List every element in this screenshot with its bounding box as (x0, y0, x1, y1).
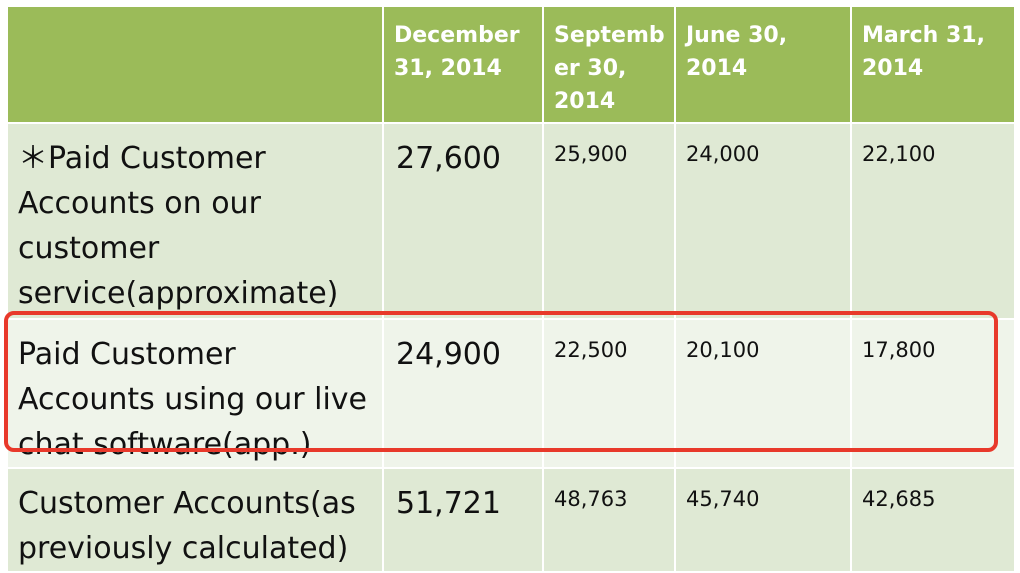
table-row: Customer Accounts(as previously calculat… (6, 467, 1016, 573)
value-sep-2014: 48,763 (542, 467, 676, 573)
row-label-live-chat: Paid Customer Accounts using our live ch… (6, 318, 384, 469)
value-dec-2014: 24,900 (382, 318, 544, 469)
value-dec-2014: 27,600 (382, 122, 544, 320)
value-mar-2014: 42,685 (850, 467, 1016, 573)
header-june-30-2014: June 30, 2014 (674, 5, 852, 124)
value-sep-2014: 25,900 (542, 122, 676, 320)
value-jun-2014: 45,740 (674, 467, 852, 573)
table-row: ＊Paid Customer Accounts on our customer … (6, 122, 1016, 320)
value-jun-2014: 20,100 (674, 318, 852, 469)
header-empty (6, 5, 384, 124)
row-label-previously-calculated: Customer Accounts(as previously calculat… (6, 467, 384, 573)
value-jun-2014: 24,000 (674, 122, 852, 320)
header-september-30-2014: Septemb er 30, 2014 (542, 5, 676, 124)
header-row: December 31, 2014 Septemb er 30, 2014 Ju… (6, 5, 1016, 124)
customer-accounts-table: December 31, 2014 Septemb er 30, 2014 Ju… (6, 5, 1016, 573)
header-december-31-2014: December 31, 2014 (382, 5, 544, 124)
value-mar-2014: 17,800 (850, 318, 1016, 469)
value-mar-2014: 22,100 (850, 122, 1016, 320)
header-march-31-2014: March 31, 2014 (850, 5, 1016, 124)
table-row: Paid Customer Accounts using our live ch… (6, 318, 1016, 469)
value-dec-2014: 51,721 (382, 467, 544, 573)
value-sep-2014: 22,500 (542, 318, 676, 469)
row-label-customer-service: ＊Paid Customer Accounts on our customer … (6, 122, 384, 320)
